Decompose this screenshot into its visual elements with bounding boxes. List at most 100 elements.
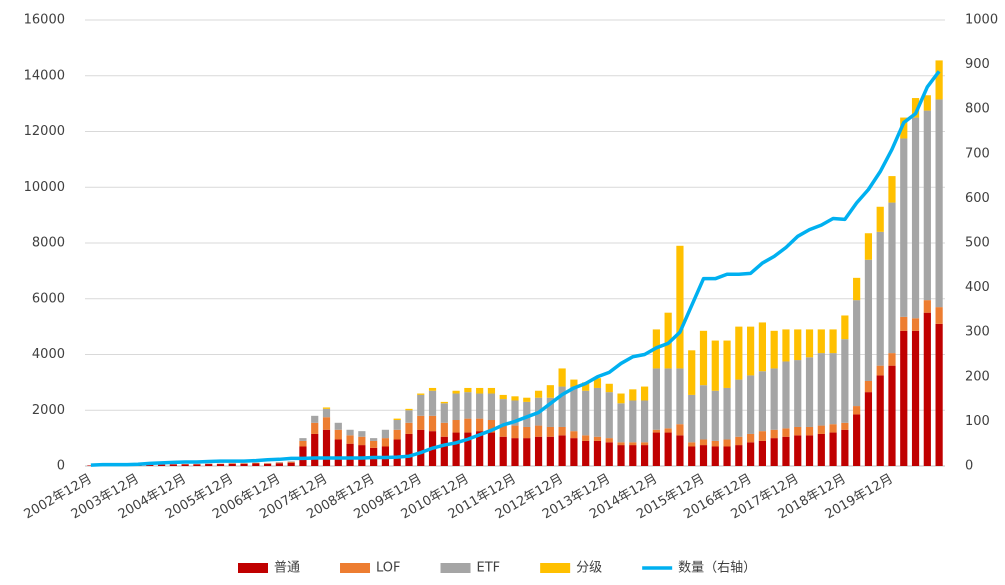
legend-label: ETF	[477, 561, 501, 576]
bar	[370, 438, 378, 441]
bar	[888, 176, 896, 203]
legend-swatch	[440, 563, 471, 573]
bar	[617, 393, 625, 404]
legend-label: 普通	[274, 561, 300, 576]
bar	[334, 422, 342, 430]
bar	[935, 60, 943, 100]
bar	[735, 379, 743, 437]
bar	[923, 312, 931, 466]
bar	[699, 439, 708, 446]
bar	[817, 353, 825, 426]
bar	[417, 394, 425, 416]
bar	[782, 428, 790, 437]
bar	[452, 420, 460, 433]
bar	[370, 440, 378, 448]
bar	[487, 393, 496, 421]
bar	[593, 387, 602, 437]
bar	[205, 464, 213, 466]
bar	[440, 436, 448, 466]
bar	[853, 300, 861, 407]
bar	[782, 329, 790, 362]
bar	[888, 353, 896, 366]
legend-label: LOF	[376, 561, 401, 576]
bar	[322, 417, 331, 430]
bar	[652, 368, 660, 430]
bar	[558, 435, 566, 466]
y-tick-label: 2000	[32, 403, 65, 418]
bar	[829, 424, 837, 433]
bar	[523, 426, 531, 439]
bar	[829, 353, 837, 425]
bar	[487, 432, 496, 466]
bar	[853, 414, 861, 466]
bar	[688, 394, 696, 443]
bar	[629, 389, 637, 401]
bar	[923, 95, 931, 111]
bar	[935, 323, 943, 466]
bar	[711, 390, 719, 441]
bar	[346, 429, 354, 436]
y-tick-label: 14000	[24, 68, 65, 83]
bar	[699, 385, 708, 440]
bar	[287, 461, 295, 462]
bar	[523, 438, 531, 466]
bar	[558, 368, 566, 387]
bar	[841, 429, 849, 466]
bar	[593, 436, 602, 441]
legend-swatch	[340, 563, 371, 573]
bar	[699, 330, 708, 386]
bar	[864, 392, 873, 466]
bar	[711, 340, 719, 391]
bar	[322, 408, 331, 418]
bar	[794, 435, 802, 466]
bar	[311, 422, 319, 434]
y2-tick-label: 100	[965, 414, 990, 429]
bar	[805, 357, 814, 427]
bar	[523, 397, 531, 402]
bar	[676, 245, 684, 369]
bar	[181, 464, 189, 466]
bar	[911, 330, 920, 466]
bar	[676, 424, 684, 436]
bar	[723, 340, 731, 388]
bar	[735, 436, 743, 446]
bar	[829, 329, 837, 354]
bar	[570, 438, 578, 466]
bar	[428, 387, 437, 391]
bar	[817, 329, 825, 354]
bar	[582, 382, 590, 391]
bar	[735, 326, 743, 380]
bar	[841, 315, 849, 340]
bar	[393, 439, 401, 466]
bar	[334, 439, 342, 466]
bar	[747, 375, 755, 434]
y2-tick-label: 800	[965, 102, 990, 117]
bar	[405, 410, 413, 423]
bar	[605, 392, 613, 439]
bar	[593, 378, 602, 388]
bar	[440, 422, 448, 437]
bar	[358, 431, 366, 437]
bar	[440, 403, 448, 423]
bar	[640, 386, 649, 401]
bar	[582, 440, 590, 466]
bar	[511, 438, 519, 466]
bar	[534, 436, 543, 466]
bar	[582, 435, 590, 441]
bar	[747, 326, 755, 376]
bar	[935, 307, 943, 324]
bar	[782, 361, 790, 429]
bar	[417, 393, 425, 395]
bar	[346, 443, 354, 466]
bar	[900, 330, 908, 466]
bar	[511, 400, 519, 426]
bar	[546, 426, 554, 437]
bar	[829, 432, 837, 466]
bar	[876, 231, 884, 366]
bar	[570, 386, 578, 432]
bar	[405, 433, 413, 466]
bar	[393, 420, 401, 430]
bar	[817, 433, 825, 466]
bar	[758, 371, 766, 432]
bar	[322, 429, 331, 466]
